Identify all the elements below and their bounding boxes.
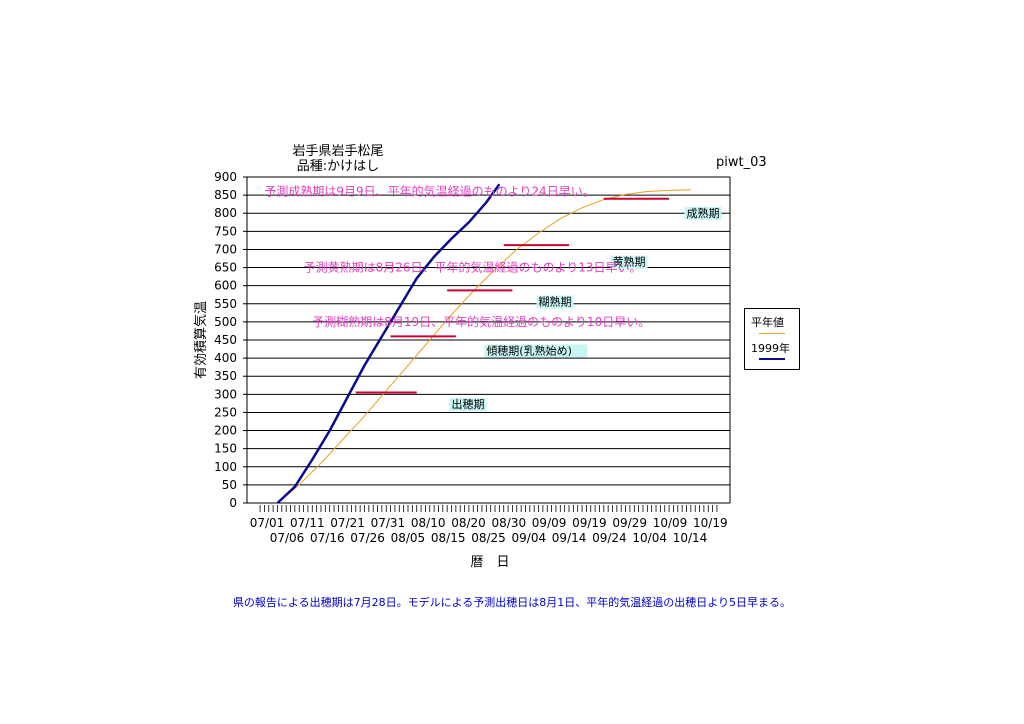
footnote: 県の報告による出穂期は7月28日。モデルによる予測出穂日は8月1日、平年的気温経…: [232, 596, 792, 609]
x-tick-label: 09/29: [612, 516, 647, 530]
annotations: 予測成熟期は9月9日、平年的気温経過のものより24日早い。予測黄熟期は8月26日…: [264, 183, 650, 328]
y-axis: 0 50 100 150 200 250 300 350 400 450 500 550 600 650 7…: [214, 170, 247, 510]
x-tick-label: 10/14: [673, 531, 708, 545]
y-tick-label: 900: [214, 170, 237, 184]
chart-subtitle: 品種:かけはし: [297, 158, 379, 174]
y-tick-label: 150: [214, 442, 237, 456]
stage-label: 傾穂期(乳熟始め): [486, 343, 572, 357]
x-tick-label: 10/09: [653, 516, 688, 530]
series-line-1999: [276, 183, 501, 504]
y-tick-label: 550: [214, 297, 237, 311]
prediction-annotation: 予測糊熟期は8月19日、平年的気温経過のものより10日早い。: [312, 314, 650, 329]
y-tick-label: 200: [214, 424, 237, 438]
y-axis-label: 有効積算気温: [193, 301, 209, 379]
y-tick-label: 700: [214, 242, 237, 256]
legend-swatch-1999: [759, 358, 785, 360]
y-tick-label: 250: [214, 405, 237, 419]
x-tick-label: 09/14: [552, 531, 587, 545]
stage-label-bg: [484, 344, 588, 358]
y-tick-label: 0: [229, 496, 237, 510]
x-tick-label: 07/26: [350, 531, 385, 545]
x-tick-label: 10/19: [693, 516, 728, 530]
legend-swatch-normal: [759, 333, 785, 334]
x-tick-label: 07/21: [330, 516, 365, 530]
legend: 平年値 1999年: [744, 308, 800, 370]
stage-labels: 出穂期 傾穂期(乳熟始め) 糊熟期 黄熟期 成熟期: [449, 206, 722, 412]
y-tick-label: 300: [214, 387, 237, 401]
stage-label: 出穂期: [452, 397, 485, 411]
y-tick-label: 850: [214, 188, 237, 202]
y-tick-label: 500: [214, 315, 237, 329]
x-tick-label: 07/16: [310, 531, 345, 545]
x-tick-label: 09/09: [532, 516, 567, 530]
stage-label: 糊熟期: [539, 295, 572, 309]
x-tick-label: 09/19: [572, 516, 607, 530]
y-tick-label: 450: [214, 333, 237, 347]
y-tick-label: 650: [214, 261, 237, 275]
prediction-annotation: 予測黄熟期は8月26日、平年的気温経過のものより13日早い。: [304, 260, 642, 275]
grid: [246, 176, 731, 504]
x-tick-label: 08/10: [411, 516, 446, 530]
stage-label-bg: [610, 255, 648, 269]
series-layer: [276, 183, 691, 504]
stage-label-bg: [536, 295, 574, 309]
stage-label: 成熟期: [686, 206, 719, 220]
x-tick-label: 08/30: [492, 516, 527, 530]
x-tick-label: 08/05: [391, 531, 426, 545]
stage-label-bg: [684, 206, 722, 220]
chart-id: piwt_03: [716, 155, 767, 170]
x-tick-label: 07/11: [290, 516, 325, 530]
x-tick-label: 09/04: [512, 531, 547, 545]
x-axis-label: 暦 日: [470, 555, 509, 570]
x-tick-label: 10/04: [632, 531, 667, 545]
x-tick-label: 09/24: [592, 531, 627, 545]
chart-title: 岩手県岩手松尾: [292, 144, 383, 159]
y-tick-label: 400: [214, 351, 237, 365]
legend-label-1999: 1999年: [751, 342, 790, 355]
x-tick-label: 08/15: [431, 531, 466, 545]
y-tick-label: 800: [214, 206, 237, 220]
y-tick-label: 100: [214, 460, 237, 474]
stage-label-bg: [449, 398, 487, 412]
x-tick-label: 08/20: [451, 516, 486, 530]
series-line-normal: [277, 189, 691, 504]
x-tick-label: 07/06: [270, 531, 305, 545]
x-axis: 07/01 07/11 07/21 07/31 08/10 08/20 08/30 09/09…: [250, 505, 728, 545]
x-tick-label: 07/01: [250, 516, 285, 530]
legend-label-normal: 平年値: [751, 316, 784, 329]
y-tick-label: 750: [214, 224, 237, 238]
stage-label: 黄熟期: [613, 255, 646, 269]
y-tick-label: 350: [214, 369, 237, 383]
prediction-annotation: 予測成熟期は9月9日、平年的気温経過のものより24日早い。: [264, 183, 594, 198]
y-tick-label: 600: [214, 279, 237, 293]
stage-bars: [355, 197, 670, 394]
x-tick-label: 08/25: [471, 531, 506, 545]
x-tick-label: 07/31: [371, 516, 406, 530]
y-tick-label: 50: [222, 478, 237, 492]
